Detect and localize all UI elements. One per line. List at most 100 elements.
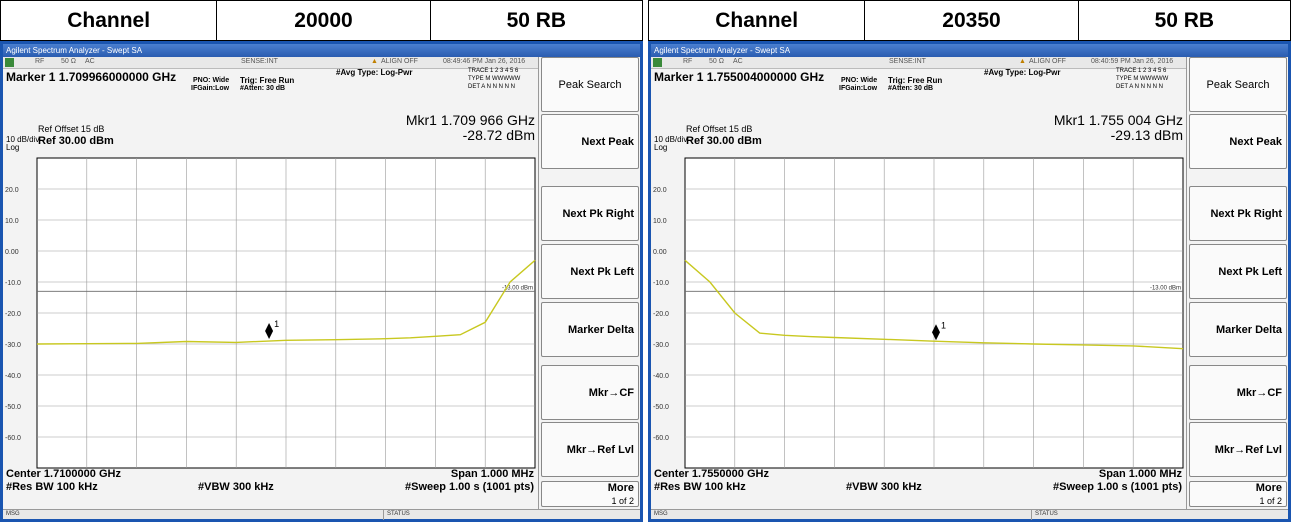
- avg-type-label: #Avg Type: Log-Pwr: [984, 68, 1061, 77]
- align-label: ALIGN OFF: [1029, 58, 1066, 65]
- marker-frequency: Mkr1 1.709 966 GHz: [405, 112, 535, 128]
- trig-label: Trig: Free Run: [888, 76, 943, 85]
- y-tick-label: -50.0: [653, 404, 669, 411]
- log-label: Log: [6, 143, 20, 152]
- resource-blocks: 50 RB: [430, 1, 642, 40]
- y-tick-label: -40.0: [5, 373, 21, 380]
- marker-readout[interactable]: Marker 1 1.755004000000 GHz: [654, 70, 825, 84]
- y-tick-label: -10.0: [653, 280, 669, 287]
- window-title: Agilent Spectrum Analyzer - Swept SA: [651, 44, 1288, 57]
- sense-label: SENSE:INT: [889, 58, 926, 65]
- measurement-info: Marker 1 1.709966000000 GHz PNO: Wide IF…: [3, 68, 538, 152]
- y-tick-label: -30.0: [653, 342, 669, 349]
- softkey-mkr-cf[interactable]: Mkr→CF: [541, 365, 639, 420]
- y-tick-label: -20.0: [653, 311, 669, 318]
- impedance-label: 50 Ω: [61, 58, 76, 65]
- trig-label: Trig: Free Run: [240, 76, 295, 85]
- timestamp: 08:49:46 PM Jan 26, 2016: [443, 58, 526, 65]
- msg-label: MSG: [6, 511, 20, 517]
- softkey-next-peak[interactable]: Next Peak: [541, 114, 639, 169]
- y-tick-label: 0.00: [653, 249, 667, 256]
- marker-number: 1: [274, 319, 279, 329]
- res-bw-label: #Res BW 100 kHz: [654, 481, 746, 493]
- msg-label: MSG: [654, 511, 668, 517]
- softkey-peak-search[interactable]: Peak Search: [541, 57, 639, 112]
- channel-header: Channel 20000 50 RB: [0, 0, 643, 41]
- marker-amplitude: -29.13 dBm: [1110, 127, 1183, 143]
- center-frequency: Center 1.7100000 GHz: [6, 468, 121, 480]
- softkey-marker-delta[interactable]: Marker Delta: [541, 302, 639, 357]
- vbw-label: #VBW 300 kHz: [198, 481, 274, 493]
- window-title: Agilent Spectrum Analyzer - Swept SA: [3, 44, 640, 57]
- align-label: ALIGN OFF: [381, 58, 418, 65]
- type-row: TYPE M WWWWW: [1116, 76, 1169, 82]
- softkey-next-pk-left[interactable]: Next Pk Left: [541, 244, 639, 299]
- res-bw-label: #Res BW 100 kHz: [6, 481, 98, 493]
- status-row: RF 50 Ω AC SENSE:INT ▲ ALIGN OFF 08:40:5…: [651, 57, 1186, 69]
- softkey-mkr-ref-lvl[interactable]: Mkr→Ref Lvl: [1189, 422, 1287, 477]
- softkey-mkr-ref-lvl[interactable]: Mkr→Ref Lvl: [541, 422, 639, 477]
- status-row: RF 50 Ω AC SENSE:INT ▲ ALIGN OFF 08:49:4…: [3, 57, 538, 69]
- softkey-next-peak[interactable]: Next Peak: [1189, 114, 1287, 169]
- channel-label: Channel: [1, 1, 218, 40]
- y-tick-label: 20.0: [653, 187, 667, 194]
- more-page: 1 of 2: [1259, 496, 1282, 506]
- type-row: TYPE M WWWWW: [468, 76, 521, 82]
- resource-blocks: 50 RB: [1078, 1, 1290, 40]
- warning-icon: ▲: [371, 58, 378, 65]
- impedance-label: 50 Ω: [709, 58, 724, 65]
- span-label: Span 1.000 MHz: [450, 468, 534, 480]
- measurement-info: Marker 1 1.755004000000 GHz PNO: Wide IF…: [651, 68, 1186, 152]
- y-tick-label: -40.0: [653, 373, 669, 380]
- softkey-more[interactable]: More 1 of 2: [1189, 481, 1287, 507]
- sweep-label: #Sweep 1.00 s (1001 pts): [404, 481, 534, 493]
- vbw-label: #VBW 300 kHz: [846, 481, 922, 493]
- atten-label: #Atten: 30 dB: [240, 85, 286, 92]
- limit-label: -13.00 dBm: [1150, 285, 1181, 291]
- coupling-label: AC: [85, 58, 95, 65]
- scale-label: 10 dB/div: [654, 135, 688, 144]
- softkey-next-pk-right[interactable]: Next Pk Right: [541, 186, 639, 241]
- marker-diamond-icon: [931, 324, 940, 341]
- softkey-peak-search[interactable]: Peak Search: [1189, 57, 1287, 112]
- softkey-next-pk-left[interactable]: Next Pk Left: [1189, 244, 1287, 299]
- y-tick-label: -30.0: [5, 342, 21, 349]
- softkey-marker-delta[interactable]: Marker Delta: [1189, 302, 1287, 357]
- lxi-icon: [5, 58, 14, 67]
- lxi-icon: [653, 58, 662, 67]
- softkey-panel: Peak Search Next Peak Next Pk Right Next…: [1186, 57, 1288, 509]
- analyzer-screen: Agilent Spectrum Analyzer - Swept SA RF …: [0, 41, 643, 522]
- softkey-mkr-cf[interactable]: Mkr→CF: [1189, 365, 1287, 420]
- y-tick-label: 10.0: [653, 218, 667, 225]
- trace-line: [36, 259, 536, 345]
- channel-number: 20350: [865, 1, 1079, 40]
- coupling-label: AC: [733, 58, 743, 65]
- timestamp: 08:40:59 PM Jan 26, 2016: [1091, 58, 1174, 65]
- ifgain-label: IFGain:Low: [191, 85, 230, 92]
- channel-header: Channel 20350 50 RB: [648, 0, 1291, 41]
- panel-channel-20000: Channel 20000 50 RB Agilent Spectrum Ana…: [0, 0, 643, 522]
- det-row: DET A N N N N N: [468, 84, 515, 90]
- softkey-next-pk-right[interactable]: Next Pk Right: [1189, 186, 1287, 241]
- panel-channel-20350: Channel 20350 50 RB Agilent Spectrum Ana…: [648, 0, 1291, 522]
- det-row: DET A N N N N N: [1116, 84, 1163, 90]
- marker-readout[interactable]: Marker 1 1.709966000000 GHz: [6, 70, 177, 84]
- channel-number: 20000: [217, 1, 431, 40]
- softkey-more[interactable]: More 1 of 2: [541, 481, 639, 507]
- softkey-panel: Peak Search Next Peak Next Pk Right Next…: [538, 57, 640, 509]
- sweep-label: #Sweep 1.00 s (1001 pts): [1052, 481, 1182, 493]
- trace-line: [684, 259, 1184, 350]
- ifgain-label: IFGain:Low: [839, 85, 878, 92]
- marker-frequency: Mkr1 1.755 004 GHz: [1053, 112, 1183, 128]
- status-label: STATUS: [1035, 511, 1058, 517]
- y-tick-label: -60.0: [653, 435, 669, 442]
- y-tick-label: 20.0: [5, 187, 19, 194]
- trace-row: TRACE 1 2 3 4 5 6: [468, 68, 519, 74]
- plot-footer: Center 1.7550000 GHz Span 1.000 MHz #Res…: [651, 468, 1186, 496]
- y-tick-label: -60.0: [5, 435, 21, 442]
- ref-level-label: Ref 30.00 dBm: [38, 135, 114, 147]
- rf-label: RF: [683, 58, 693, 65]
- spectrum-plot: 20.0 10.0 0.00 -10.0 -20.0 -30.0 -40.0 -50.0 -60…: [653, 157, 1184, 469]
- y-tick-label: -10.0: [5, 280, 21, 287]
- plot-footer: Center 1.7100000 GHz Span 1.000 MHz #Res…: [3, 468, 538, 496]
